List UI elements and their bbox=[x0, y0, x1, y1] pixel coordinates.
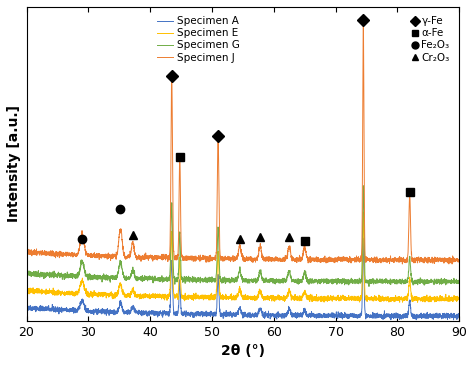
Line: Specimen A: Specimen A bbox=[27, 238, 459, 320]
Specimen G bbox=[366, 284, 372, 289]
Specimen G bbox=[299, 281, 304, 285]
Specimen A bbox=[423, 314, 428, 318]
Y-axis label: Intensity [a.u.]: Intensity [a.u.] bbox=[7, 105, 21, 222]
Line: Specimen E: Specimen E bbox=[27, 212, 459, 302]
Specimen J bbox=[400, 262, 405, 266]
Specimen E bbox=[280, 297, 286, 301]
Specimen J bbox=[456, 258, 462, 262]
Specimen A bbox=[360, 236, 366, 240]
Specimen E bbox=[456, 296, 462, 300]
Specimen E bbox=[360, 210, 366, 214]
Specimen A bbox=[24, 305, 29, 309]
Specimen A bbox=[299, 313, 304, 318]
Specimen E bbox=[114, 294, 119, 299]
Specimen J bbox=[280, 255, 286, 260]
Specimen G bbox=[423, 278, 428, 283]
Specimen E bbox=[299, 297, 304, 301]
Specimen E bbox=[423, 295, 428, 299]
Specimen J bbox=[114, 252, 119, 257]
Specimen A bbox=[280, 312, 286, 317]
Specimen A bbox=[228, 312, 234, 316]
Specimen G bbox=[280, 279, 286, 284]
Specimen J bbox=[228, 257, 234, 261]
Specimen G bbox=[180, 277, 186, 282]
Specimen G bbox=[114, 273, 119, 277]
Specimen G bbox=[456, 279, 462, 284]
Line: Specimen G: Specimen G bbox=[27, 186, 459, 287]
Specimen A bbox=[180, 314, 186, 318]
Specimen G bbox=[228, 277, 234, 282]
Specimen J bbox=[180, 255, 186, 259]
Specimen E bbox=[24, 287, 29, 291]
Line: Specimen J: Specimen J bbox=[27, 22, 459, 264]
Specimen J bbox=[423, 258, 428, 262]
Specimen A bbox=[451, 318, 456, 322]
X-axis label: 2θ (°): 2θ (°) bbox=[221, 344, 265, 358]
Specimen E bbox=[228, 296, 234, 301]
Specimen J bbox=[299, 257, 304, 261]
Specimen E bbox=[415, 300, 420, 304]
Specimen J bbox=[361, 20, 366, 24]
Specimen G bbox=[360, 184, 366, 188]
Specimen A bbox=[456, 314, 462, 319]
Legend: γ-Fe, α-Fe, Fe₂O₃, Cr₂O₃: γ-Fe, α-Fe, Fe₂O₃, Cr₂O₃ bbox=[408, 12, 454, 67]
Specimen E bbox=[180, 294, 186, 299]
Specimen A bbox=[114, 309, 119, 314]
Specimen G bbox=[24, 270, 29, 274]
Specimen J bbox=[24, 248, 29, 252]
